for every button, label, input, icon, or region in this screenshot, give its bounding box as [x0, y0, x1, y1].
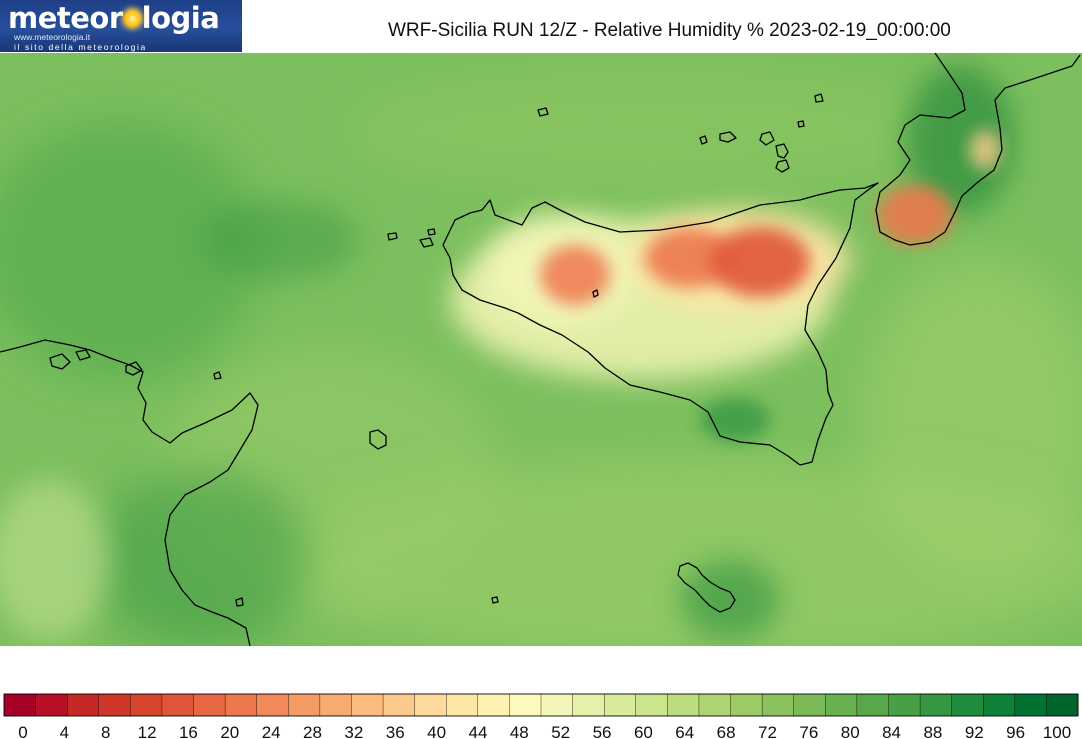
- colorbar-swatch: [288, 693, 321, 717]
- colorbar-tick-label: 20: [220, 723, 239, 739]
- colorbar-tick-label: 52: [551, 723, 570, 739]
- colorbar-swatch: [761, 693, 795, 717]
- aeolian-island-6: [814, 93, 824, 103]
- colorbar-swatches: [3, 693, 1079, 717]
- colorbar-swatch: [319, 693, 352, 717]
- islet-south-1: [491, 596, 499, 604]
- colorbar-swatch: [446, 693, 479, 717]
- colorbar-swatch: [983, 693, 1016, 717]
- colorbar-swatch: [256, 693, 289, 717]
- colorbar-tick-label: 60: [634, 723, 653, 739]
- colorbar-tick-label: 36: [386, 723, 405, 739]
- egadi-island-3: [427, 228, 436, 236]
- colorbar-swatch: [193, 693, 226, 717]
- colorbar-swatch: [1014, 693, 1047, 717]
- colorbar-tick-label: 48: [510, 723, 529, 739]
- colorbar-swatch: [603, 693, 637, 717]
- logo-word-right: logia: [141, 1, 220, 35]
- colorbar-tick-label: 32: [344, 723, 363, 739]
- colorbar-swatch: [919, 693, 953, 717]
- humidity-field: [0, 65, 1082, 646]
- humidity-map: [0, 53, 1082, 646]
- colorbar-swatch: [825, 693, 858, 717]
- aeolian-island-3: [775, 143, 789, 159]
- colorbar-tick-label: 4: [60, 723, 69, 739]
- ustica-coastline: [592, 289, 599, 298]
- colorbar-swatch: [477, 693, 510, 717]
- colorbar-swatch: [3, 693, 37, 717]
- colorbar-tick-label: 40: [427, 723, 446, 739]
- aeolian-island-2: [759, 131, 775, 146]
- colorbar-swatch: [540, 693, 574, 717]
- colorbar-tick-label: 24: [262, 723, 281, 739]
- colorbar-frame: [3, 693, 1079, 717]
- colorbar-swatch: [98, 693, 131, 717]
- colorbar-swatch: [161, 693, 195, 717]
- logo-word-left: meteor: [8, 1, 123, 35]
- islet-southwest-1: [235, 597, 244, 607]
- colorbar-swatch: [224, 693, 258, 717]
- sardinia-island-3: [75, 349, 91, 361]
- colorbar-swatch: [382, 693, 416, 717]
- colorbar-swatch: [35, 693, 68, 717]
- colorbar-swatch: [635, 693, 668, 717]
- colorbar-swatch: [793, 693, 826, 717]
- meteorologia-logo: meteor logia www.meteorologia.it il sito …: [0, 0, 242, 52]
- egadi-island-2: [419, 237, 434, 248]
- colorbar-swatch: [572, 693, 605, 717]
- egadi-island-1: [387, 232, 398, 241]
- sun-icon: [123, 9, 141, 27]
- pantelleria-coastline: [369, 429, 387, 450]
- colorbar-tick-label: 72: [758, 723, 777, 739]
- sardinia-island-2: [125, 361, 143, 376]
- map-title: WRF-Sicilia RUN 12/Z - Relative Humidity…: [388, 20, 951, 41]
- colorbar-tick-label: 100: [1043, 723, 1071, 739]
- colorbar-tick-label: 8: [101, 723, 110, 739]
- aeolian-island-1: [719, 131, 737, 143]
- colorbar-tick-label: 16: [179, 723, 198, 739]
- colorbar-tick-label: 92: [965, 723, 984, 739]
- colorbar-swatch: [509, 693, 542, 717]
- colorbar-tick-label: 84: [882, 723, 901, 739]
- aeolian-island-4: [775, 159, 790, 173]
- islet-west-1: [213, 371, 222, 380]
- colorbar-tick-label: 56: [593, 723, 612, 739]
- colorbar-tick-label: 64: [675, 723, 694, 739]
- colorbar-tick-label: 80: [841, 723, 860, 739]
- colorbar-tick-label: 12: [138, 723, 157, 739]
- colorbar-swatch: [951, 693, 984, 717]
- calabria-coastline: [875, 53, 1081, 246]
- colorbar-tick-label: 88: [923, 723, 942, 739]
- colorbar-swatch: [130, 693, 163, 717]
- colorbar-tick-label: 28: [303, 723, 322, 739]
- sardinia-island-1: [49, 353, 71, 370]
- colorbar-tick-label: 96: [1006, 723, 1025, 739]
- sardinia-coastline: [0, 339, 259, 646]
- colorbar-swatch: [888, 693, 921, 717]
- colorbar-swatch: [856, 693, 889, 717]
- malta-coastline: [677, 562, 736, 613]
- sicily-coastline: [442, 182, 879, 466]
- colorbar-tick-label: 44: [468, 723, 487, 739]
- colorbar-swatch: [667, 693, 700, 717]
- colorbar-swatch: [414, 693, 447, 717]
- colorbar-tick-label: 76: [799, 723, 818, 739]
- colorbar-swatch: [1046, 693, 1079, 717]
- logo-url: www.meteorologia.it: [14, 32, 91, 42]
- coastlines: [0, 53, 1081, 646]
- colorbar-swatch: [730, 693, 763, 717]
- humidity-colorbar: 0 4 8 12 16 20 24 28 32 36 40 44 48 52 56 60 64 68 72 76 80 8…: [3, 693, 1079, 739]
- logo-wordmark: meteor logia: [8, 1, 220, 35]
- colorbar-swatch: [351, 693, 384, 717]
- colorbar-labels: 0 4 8 12 16 20 24 28 32 36 40 44 48 52 56 60 64 68 72 76 80 8…: [18, 723, 1071, 739]
- colorbar-swatch: [66, 693, 100, 717]
- colorbar-tick-label: 0: [18, 723, 27, 739]
- colorbar-tick-label: 68: [717, 723, 736, 739]
- aeolian-island-5: [699, 135, 708, 145]
- colorbar-swatch: [698, 693, 732, 717]
- logo-tagline: il sito della meteorologia: [14, 42, 147, 52]
- islet-north-1: [537, 107, 549, 117]
- aeolian-island-7: [797, 120, 805, 128]
